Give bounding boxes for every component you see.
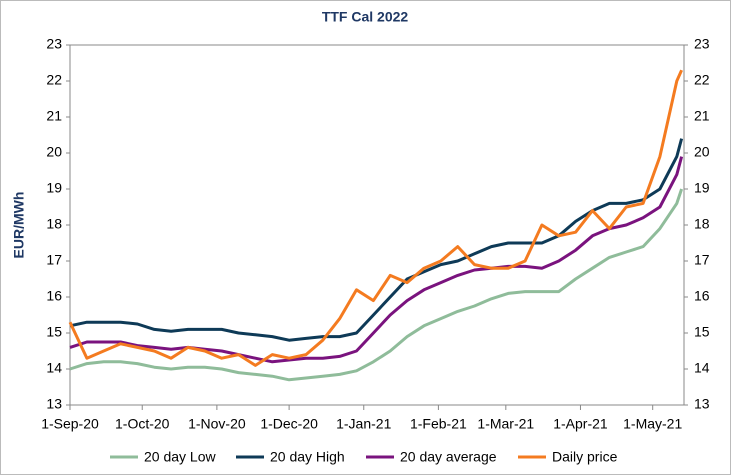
legend-label: 20 day Low bbox=[144, 449, 216, 465]
y-tick-label: 19 bbox=[46, 180, 62, 196]
y2-tick-label: 16 bbox=[694, 288, 710, 304]
y2-tick-label: 19 bbox=[694, 180, 710, 196]
legend-label: Daily price bbox=[552, 449, 618, 465]
y-tick-label: 23 bbox=[46, 36, 62, 52]
y-tick-label: 17 bbox=[46, 252, 62, 268]
x-tick-label: 1-Oct-20 bbox=[115, 416, 170, 432]
x-tick-label: 1-Feb-21 bbox=[410, 416, 467, 432]
y2-tick-label: 23 bbox=[694, 36, 710, 52]
x-tick-label: 1-Dec-20 bbox=[260, 416, 318, 432]
x-tick-label: 1-Sep-20 bbox=[41, 416, 99, 432]
y-tick-label: 13 bbox=[46, 396, 62, 412]
x-tick-label: 1-Mar-21 bbox=[477, 416, 534, 432]
y-tick-label: 18 bbox=[46, 216, 62, 232]
y-tick-label: 20 bbox=[46, 144, 62, 160]
legend-label: 20 day High bbox=[270, 449, 345, 465]
y-tick-label: 21 bbox=[46, 108, 62, 124]
y2-tick-label: 15 bbox=[694, 324, 710, 340]
y-tick-label: 22 bbox=[46, 72, 62, 88]
x-tick-label: 1-Apr-21 bbox=[553, 416, 608, 432]
y2-tick-label: 20 bbox=[694, 144, 710, 160]
series-line bbox=[69, 156, 684, 364]
y2-tick-label: 13 bbox=[694, 396, 710, 412]
x-tick-label: 1-Nov-20 bbox=[188, 416, 246, 432]
x-tick-label: 1-Jan-21 bbox=[336, 416, 391, 432]
y-tick-label: 15 bbox=[46, 324, 62, 340]
y2-tick-label: 21 bbox=[694, 108, 710, 124]
series-line bbox=[69, 188, 684, 382]
chart-title: TTF Cal 2022 bbox=[322, 9, 409, 25]
y2-tick-label: 14 bbox=[694, 360, 710, 376]
y-tick-label: 16 bbox=[46, 288, 62, 304]
x-tick-label: 1-May-21 bbox=[623, 416, 682, 432]
y-tick-label: 14 bbox=[46, 360, 62, 376]
y2-tick-label: 18 bbox=[694, 216, 710, 232]
legend-label: 20 day average bbox=[400, 449, 497, 465]
y2-tick-label: 17 bbox=[694, 252, 710, 268]
y2-tick-label: 22 bbox=[694, 72, 710, 88]
series-line bbox=[68, 69, 683, 367]
y-axis-label: EUR/MWh bbox=[11, 192, 27, 259]
